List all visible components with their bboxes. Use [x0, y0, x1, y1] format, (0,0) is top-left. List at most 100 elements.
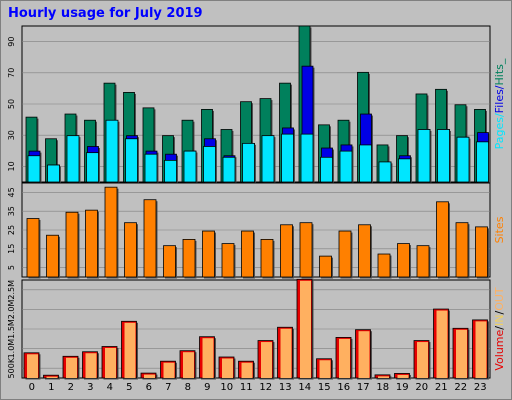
sites-bar	[124, 222, 138, 279]
in-bar	[183, 352, 194, 378]
x-tick-label: 1	[48, 382, 54, 393]
sites-bar-fill	[221, 243, 235, 278]
y-tick-label: 1.5M	[7, 319, 16, 339]
sites-bar-fill	[85, 209, 98, 278]
pages-bar-fill	[183, 150, 197, 183]
x-tick-label: 13	[279, 382, 292, 393]
pages-bar	[339, 150, 354, 184]
pages-bar-fill	[164, 159, 177, 183]
side-label-part: Hits	[493, 64, 506, 86]
sites-bar	[397, 243, 411, 279]
in-bar	[280, 328, 292, 378]
pages-bar	[66, 135, 81, 184]
pages-bar-fill	[378, 161, 392, 183]
sites-bar-fill	[104, 186, 118, 278]
y-tick-label: 90	[7, 37, 16, 47]
x-tick-label: 20	[415, 382, 428, 393]
x-tick-label: 2	[68, 382, 74, 393]
pages-bar	[398, 158, 412, 184]
sites-bar	[377, 253, 392, 279]
in-bar	[105, 348, 116, 378]
sites-bar-fill	[397, 243, 410, 278]
in-bar	[163, 362, 175, 378]
side-label-part: Volume	[493, 329, 506, 370]
sites-bar-fill	[46, 234, 59, 278]
pages-bar	[300, 133, 315, 184]
pages-bar	[242, 142, 256, 184]
sites-bar	[104, 186, 119, 279]
y-tick-label: 2.5M	[7, 280, 16, 300]
pages-bar-fill	[320, 156, 333, 183]
sites-bar-fill	[143, 199, 157, 278]
pages-bar-fill	[281, 133, 294, 183]
in-bar	[456, 329, 467, 378]
pages-bar-fill	[339, 150, 353, 183]
sites-bar	[319, 255, 333, 279]
pages-bar-fill	[86, 152, 99, 183]
side-label-hits-files-pages: Pages/Files/Hits_	[493, 58, 506, 149]
pages-bar-fill	[417, 129, 431, 183]
sites-bar	[65, 211, 80, 279]
x-tick-label: 0	[29, 382, 35, 393]
sites-bar	[46, 234, 60, 279]
sites-bar-fill	[319, 255, 332, 278]
y-tick-label: 500K	[7, 357, 16, 378]
sites-bar	[163, 245, 177, 279]
x-tick-label: 16	[337, 382, 350, 393]
pages-bar	[281, 133, 295, 184]
in-bar	[202, 338, 214, 378]
sites-bar	[475, 226, 489, 279]
pages-bar	[183, 150, 198, 184]
sites-bar	[260, 238, 275, 279]
sites-bar	[338, 230, 353, 279]
sites-bar-fill	[280, 224, 293, 278]
pages-bar-fill	[66, 135, 80, 183]
pages-bar-fill	[300, 133, 314, 183]
y-tick-label: 1.0M	[7, 339, 16, 359]
sites-bar	[416, 245, 431, 279]
side-label-part: Files	[493, 89, 506, 113]
x-tick-label: 15	[318, 382, 331, 393]
pages-bar-fill	[27, 155, 41, 183]
in-bar	[241, 362, 253, 378]
pages-bar-fill	[203, 146, 216, 183]
in-bar	[339, 338, 350, 378]
pages-bar	[86, 152, 100, 184]
pages-bar-fill	[222, 156, 236, 183]
side-label-part: Pages	[493, 117, 506, 150]
x-tick-label: 12	[259, 382, 272, 393]
in-bar	[417, 342, 428, 378]
pages-bar-fill	[437, 129, 450, 183]
pages-bar-fill	[144, 153, 158, 183]
side-label-volume: Volume/IN/OUT	[493, 287, 506, 371]
pages-bar	[164, 159, 178, 184]
in-bar	[85, 353, 97, 378]
y-tick-label: 30	[7, 130, 16, 140]
in-bar	[436, 310, 448, 378]
pages-bar	[261, 135, 276, 184]
side-label-sep: _	[493, 58, 506, 65]
pages-bar	[144, 153, 159, 184]
x-tick-label: 8	[185, 382, 191, 393]
sites-bar	[143, 199, 158, 279]
in-bar	[27, 354, 38, 378]
x-tick-label: 18	[376, 382, 389, 393]
pages-bar	[125, 138, 139, 184]
sites-bar-fill	[358, 224, 371, 278]
pages-bar	[359, 144, 373, 184]
sites-bar-fill	[436, 201, 449, 278]
y-tick-label: 45	[7, 187, 16, 197]
sites-bar-fill	[182, 238, 196, 278]
sites-bar-fill	[299, 222, 313, 278]
sites-bar-fill	[124, 222, 137, 278]
pages-bar	[417, 129, 432, 184]
side-label-part: IN	[493, 315, 506, 326]
pages-bar-fill	[261, 135, 275, 183]
sites-bar-fill	[65, 211, 79, 278]
side-label-sep: /	[493, 326, 506, 330]
sites-bar-fill	[455, 222, 469, 278]
pages-bar	[47, 164, 61, 184]
sites-bar-fill	[202, 230, 215, 278]
pages-bar-fill	[476, 141, 489, 183]
